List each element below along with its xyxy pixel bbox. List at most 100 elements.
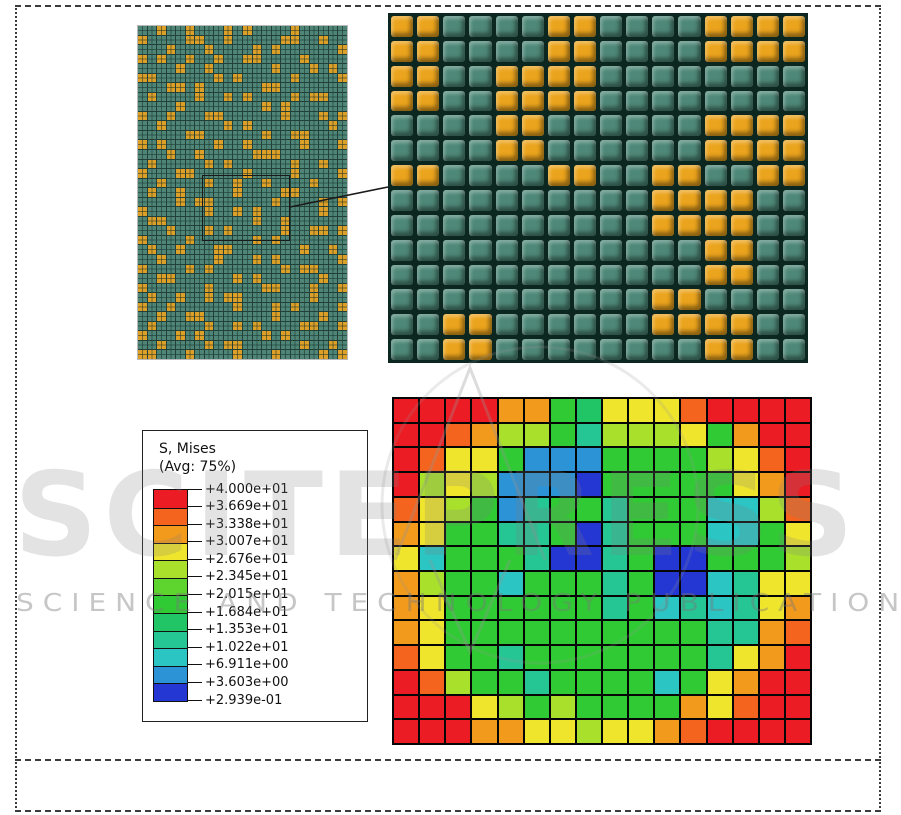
stress-element-cell xyxy=(420,646,445,669)
mesh-cell xyxy=(166,83,176,92)
mesh-cell xyxy=(271,197,281,207)
mesh-cell xyxy=(271,45,281,54)
zoom-mesh-cell xyxy=(547,40,570,62)
zoom-mesh-cell xyxy=(417,314,440,336)
mesh-cell xyxy=(233,169,242,178)
stress-element-cell xyxy=(707,497,732,521)
mesh-cell xyxy=(204,83,214,92)
mesh-cell xyxy=(233,254,242,264)
mesh-cell xyxy=(252,73,262,83)
stress-element-cell xyxy=(576,497,601,521)
mesh-cell xyxy=(185,54,195,64)
stress-element-cell xyxy=(524,497,549,521)
mesh-cell xyxy=(319,216,328,226)
stress-element-cell xyxy=(629,720,654,743)
stress-element-cell xyxy=(524,448,549,472)
mesh-cell xyxy=(176,283,185,293)
stress-element-cell xyxy=(420,399,445,422)
mesh-cell xyxy=(138,73,147,83)
zoom-mesh-cell xyxy=(469,165,492,186)
mesh-cell xyxy=(281,274,290,283)
zoom-mesh-cell xyxy=(573,189,596,211)
zoom-mesh-cell xyxy=(704,40,727,62)
mesh-cell xyxy=(195,350,204,359)
zoom-mesh-cell xyxy=(626,40,649,62)
zoom-mesh-cell xyxy=(678,90,701,112)
stress-element-cell xyxy=(707,720,732,743)
mesh-cell xyxy=(195,102,204,111)
zoom-mesh-cell xyxy=(417,140,440,162)
legend-tick-label: +1.022e+01 xyxy=(205,639,289,655)
mesh-cell xyxy=(300,283,309,293)
mesh-cell xyxy=(328,149,338,159)
stress-element-cell xyxy=(759,423,784,447)
mesh-cell xyxy=(233,121,242,130)
stress-element-cell xyxy=(524,522,549,546)
mesh-cell xyxy=(138,178,147,188)
mesh-cell xyxy=(147,149,157,159)
mesh-cell xyxy=(271,274,281,283)
legend-tick-label: +2.676e+01 xyxy=(205,551,289,567)
mesh-cell xyxy=(271,54,281,64)
stress-element-cell xyxy=(576,670,601,694)
stress-element-cell xyxy=(707,670,732,694)
stress-contour-plot xyxy=(392,397,812,745)
mesh-cell xyxy=(328,302,338,312)
zoom-mesh-cell xyxy=(704,115,727,137)
zoom-mesh-cell xyxy=(417,165,440,186)
mesh-cell xyxy=(300,254,309,264)
mesh-cell xyxy=(281,140,290,149)
mesh-cell xyxy=(138,83,147,92)
mesh-cell xyxy=(233,302,242,312)
stress-element-cell xyxy=(759,596,784,620)
legend-tick xyxy=(187,594,202,595)
mesh-cell xyxy=(243,274,252,283)
mesh-cell xyxy=(233,312,242,321)
mesh-cell xyxy=(138,188,147,197)
mesh-cell xyxy=(328,216,338,226)
mesh-cell xyxy=(233,64,242,73)
mesh-cell xyxy=(243,283,252,293)
mesh-cell xyxy=(290,45,300,54)
mesh-cell xyxy=(214,45,223,54)
stress-element-cell xyxy=(603,646,628,669)
zoom-mesh-cell xyxy=(391,90,414,112)
zoom-mesh-cell xyxy=(469,115,492,137)
mesh-cell xyxy=(176,350,185,359)
mesh-cell xyxy=(243,178,252,188)
mesh-cell xyxy=(166,331,176,340)
zoom-mesh-cell xyxy=(391,65,414,87)
mesh-cell xyxy=(328,130,338,140)
stress-element-cell xyxy=(550,670,575,694)
mesh-cell xyxy=(166,178,176,188)
mesh-cell xyxy=(338,207,347,216)
stress-element-cell xyxy=(420,670,445,694)
mesh-cell xyxy=(309,188,319,197)
mesh-cell xyxy=(204,226,214,235)
mesh-cell xyxy=(319,340,328,350)
zoom-mesh-cell xyxy=(547,239,570,261)
mesh-cell xyxy=(157,35,166,45)
mesh-cell xyxy=(138,350,147,359)
mesh-cell xyxy=(138,121,147,130)
stress-element-cell xyxy=(446,695,471,719)
legend-tick-label: +3.007e+01 xyxy=(205,534,289,550)
mesh-cell xyxy=(138,35,147,45)
mesh-cell xyxy=(157,130,166,140)
stress-element-cell xyxy=(759,547,784,570)
legend-subtitle: (Avg: 75%) xyxy=(159,459,237,475)
mesh-cell xyxy=(319,45,328,54)
mesh-cell xyxy=(233,140,242,149)
stress-element-cell xyxy=(733,448,758,472)
mesh-cell xyxy=(204,340,214,350)
mesh-cell xyxy=(252,45,262,54)
mesh-cell xyxy=(214,264,223,274)
mesh-cell xyxy=(290,92,300,102)
zoom-mesh-cell xyxy=(495,65,518,87)
mesh-cell xyxy=(300,188,309,197)
zoom-mesh-cell xyxy=(417,65,440,87)
stress-element-cell xyxy=(446,547,471,570)
mesh-cell xyxy=(338,321,347,331)
mesh-cell xyxy=(157,178,166,188)
stress-element-cell xyxy=(681,720,706,743)
